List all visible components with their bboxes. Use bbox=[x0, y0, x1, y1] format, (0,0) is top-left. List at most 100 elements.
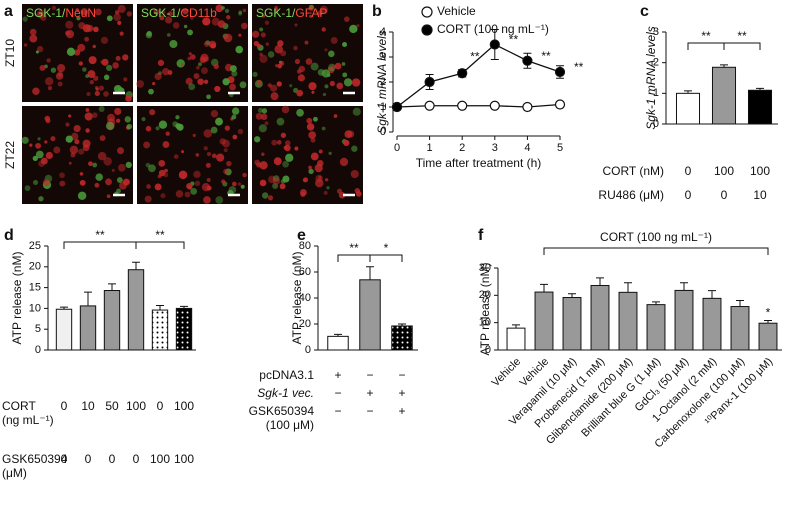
cell bbox=[74, 49, 81, 56]
condition-value: − bbox=[334, 386, 341, 400]
cell bbox=[111, 168, 115, 172]
condition-label: GSK650394 bbox=[2, 452, 68, 466]
condition-value: 100 bbox=[150, 452, 170, 466]
cell bbox=[222, 139, 231, 148]
cell bbox=[78, 148, 85, 155]
cell bbox=[324, 178, 329, 182]
cell bbox=[232, 181, 237, 187]
cell bbox=[279, 183, 286, 190]
significance: ** bbox=[470, 49, 480, 63]
cell bbox=[53, 146, 61, 154]
cell bbox=[317, 68, 325, 76]
cell bbox=[175, 190, 184, 198]
cell bbox=[308, 131, 317, 140]
cell bbox=[210, 110, 219, 118]
cell bbox=[187, 29, 194, 36]
cell bbox=[226, 15, 231, 20]
cell bbox=[296, 108, 304, 117]
bar bbox=[79, 305, 97, 351]
bar bbox=[327, 335, 349, 351]
bar bbox=[618, 291, 638, 351]
cell bbox=[199, 56, 207, 64]
cell bbox=[216, 153, 225, 162]
cell bbox=[258, 107, 263, 113]
cell bbox=[310, 62, 319, 71]
cell bbox=[85, 108, 90, 112]
legend-label: Vehicle bbox=[437, 4, 476, 18]
cell bbox=[119, 31, 124, 36]
cell bbox=[122, 54, 129, 61]
cell bbox=[51, 5, 57, 11]
y-tick-label: 4 bbox=[380, 26, 386, 38]
cell bbox=[160, 193, 166, 199]
cell bbox=[86, 91, 91, 97]
x-tick-label: 2 bbox=[459, 142, 465, 154]
cell bbox=[175, 115, 180, 120]
cell bbox=[326, 186, 330, 190]
cell bbox=[176, 59, 185, 68]
panel-label: a bbox=[4, 3, 13, 20]
cell bbox=[50, 67, 57, 73]
panel-label: d bbox=[4, 227, 14, 244]
cell bbox=[29, 34, 38, 43]
cell bbox=[165, 131, 170, 136]
cell bbox=[192, 133, 196, 137]
cell bbox=[46, 58, 51, 63]
cell bbox=[94, 182, 100, 188]
cell bbox=[115, 118, 121, 123]
channel-header: SGK-1/NeuN bbox=[26, 6, 96, 20]
condition-value: − bbox=[398, 368, 405, 382]
cell bbox=[223, 33, 233, 43]
cell bbox=[318, 149, 323, 154]
cell bbox=[223, 148, 228, 153]
y-tick-label: 20 bbox=[479, 289, 491, 301]
cell bbox=[310, 152, 319, 161]
cell bbox=[329, 80, 335, 87]
cell bbox=[65, 122, 70, 127]
cell bbox=[330, 64, 336, 69]
cell bbox=[77, 191, 87, 201]
bar bbox=[730, 306, 750, 351]
condition-value: 0 bbox=[61, 452, 68, 466]
cell bbox=[38, 196, 44, 202]
cell bbox=[92, 162, 98, 168]
cell bbox=[328, 50, 335, 58]
cell bbox=[37, 137, 41, 141]
cell bbox=[309, 14, 313, 18]
cell bbox=[65, 20, 74, 29]
cell bbox=[252, 71, 258, 78]
cell bbox=[183, 24, 188, 29]
x-axis-label: Time after treatment (h) bbox=[416, 156, 542, 170]
panel-label: c bbox=[640, 3, 649, 20]
cell bbox=[116, 147, 125, 155]
cell bbox=[84, 36, 90, 42]
cell bbox=[23, 43, 28, 47]
cell bbox=[71, 132, 79, 141]
cell bbox=[166, 33, 171, 37]
cell bbox=[103, 157, 112, 166]
condition-value: 50 bbox=[105, 399, 119, 413]
cell bbox=[69, 145, 79, 155]
cell bbox=[277, 40, 284, 47]
error-bar bbox=[568, 293, 576, 298]
significance: * bbox=[384, 241, 389, 255]
cell bbox=[115, 55, 121, 61]
cell bbox=[159, 15, 165, 21]
cell bbox=[206, 185, 212, 191]
y-tick-label: 0 bbox=[305, 344, 311, 356]
cell bbox=[324, 48, 328, 52]
cell bbox=[321, 27, 326, 32]
significance: ** bbox=[737, 29, 747, 43]
cell bbox=[37, 12, 42, 17]
channel-header: SGK-1/GFAP bbox=[256, 6, 327, 20]
cell bbox=[116, 177, 123, 183]
cell bbox=[197, 62, 203, 67]
cell bbox=[203, 41, 210, 47]
cell bbox=[261, 152, 265, 156]
cell bbox=[143, 141, 151, 149]
cell bbox=[178, 170, 188, 180]
bracket bbox=[369, 254, 403, 262]
cell bbox=[32, 87, 40, 95]
cell bbox=[99, 135, 106, 142]
cell bbox=[202, 17, 211, 26]
